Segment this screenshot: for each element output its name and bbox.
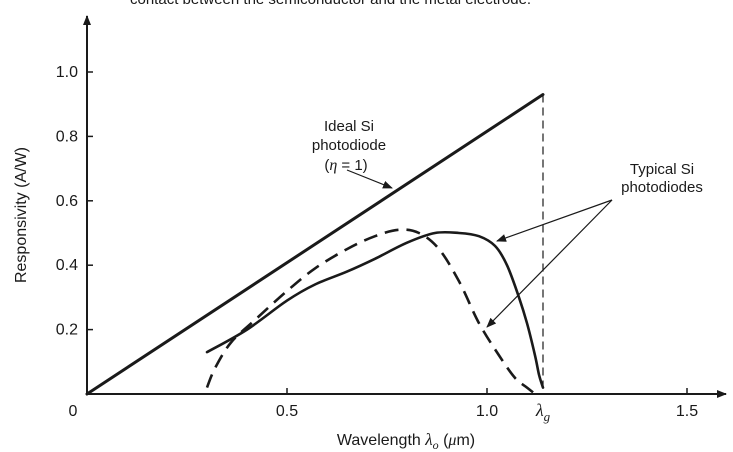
typical-annotation-line2: photodiodes [621, 179, 703, 196]
y-tick-label: 0.8 [56, 128, 78, 145]
ideal-annotation-line2: photodiode [312, 137, 386, 154]
y-tick-label: 1.0 [56, 64, 78, 81]
ideal-annotation-arrow [346, 169, 393, 189]
x-tick-label: 0.5 [276, 403, 298, 420]
series-line-typical-solid [205, 230, 545, 389]
x-ticks: 0.5 1.0 1.5 [276, 388, 698, 420]
x-tick-label: 1.0 [476, 403, 498, 420]
x-axis-title: Wavelength λo (μm) [337, 430, 475, 452]
y-axis-title: Responsivity (A/W) [13, 147, 30, 283]
y-tick-label: 0.4 [56, 257, 78, 274]
series-group [85, 93, 545, 396]
x-tick-label-origin: 0 [69, 403, 78, 420]
y-tick-label: 0.6 [56, 193, 78, 210]
typical-annotation-arrow-solid [496, 199, 613, 242]
series-line-ideal [85, 93, 545, 396]
ideal-annotation-eta: (η = 1) [324, 157, 367, 174]
y-tick-label: 0.2 [56, 322, 78, 339]
typical-annotation-line1: Typical Si [630, 161, 694, 178]
ideal-annotation-line1: Ideal Si [324, 118, 374, 135]
header-fragment: contact between the semiconductor and th… [130, 0, 531, 8]
lambda-g-label: λg [535, 400, 551, 424]
series-line-typical-dashed [205, 228, 536, 395]
x-tick-label: 1.5 [676, 403, 698, 420]
y-ticks: 0.2 0.4 0.6 0.8 1.0 [56, 64, 93, 339]
typical-annotation-arrow-dashed [486, 199, 613, 328]
